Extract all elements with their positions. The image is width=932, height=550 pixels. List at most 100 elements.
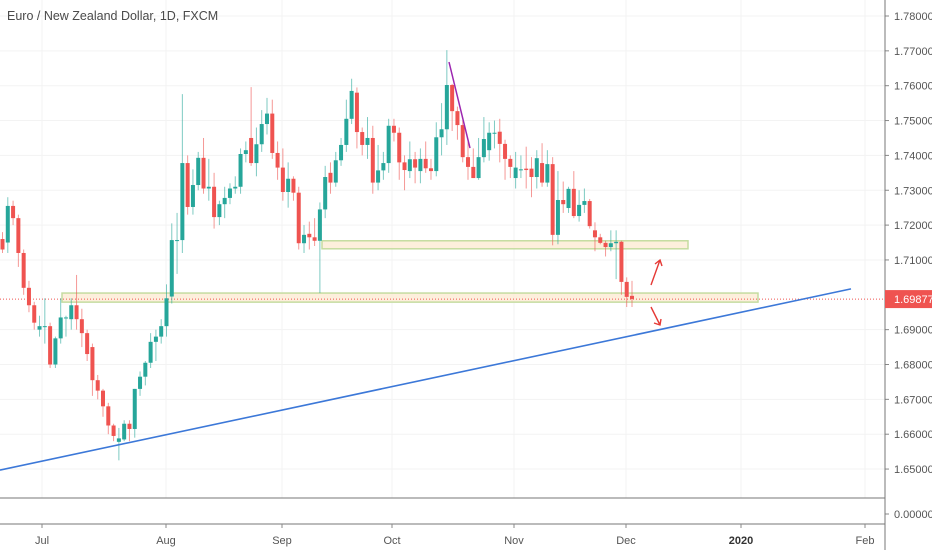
candle-up xyxy=(614,241,619,244)
candle-down xyxy=(11,205,16,219)
candle-down xyxy=(280,167,285,192)
candle-down xyxy=(26,287,31,306)
candle-down xyxy=(571,188,576,217)
resistance-zone xyxy=(321,240,689,250)
candle-down xyxy=(85,333,90,355)
candle-down xyxy=(630,295,634,299)
candle-up xyxy=(53,338,58,365)
candle-down xyxy=(471,166,476,179)
candle-up xyxy=(132,388,137,429)
price-tick-label: 1.73000 xyxy=(894,185,932,197)
candle-up xyxy=(481,139,486,158)
candle-down xyxy=(291,178,296,193)
candle-up xyxy=(555,200,560,235)
time-tick-label: Nov xyxy=(504,535,524,547)
candle-down xyxy=(413,159,418,168)
candle-up xyxy=(582,201,587,205)
candle-down xyxy=(90,347,95,381)
candle-up xyxy=(169,240,174,297)
candle-down xyxy=(587,201,592,227)
candle-up xyxy=(180,163,185,241)
candle-down xyxy=(592,230,597,238)
candle-down xyxy=(524,168,529,171)
candle-up xyxy=(159,326,164,337)
candle-down xyxy=(16,218,21,253)
candle-down xyxy=(354,92,359,133)
candle-up xyxy=(439,129,444,138)
candle-up xyxy=(5,205,10,243)
candle-up xyxy=(444,85,449,130)
candle-up xyxy=(534,158,539,178)
candle-down xyxy=(402,162,407,171)
candle-down xyxy=(296,192,301,244)
time-tick-label: Feb xyxy=(856,535,875,547)
candle-up xyxy=(286,178,291,192)
candle-down xyxy=(455,111,460,126)
candle-down xyxy=(201,157,206,189)
candle-up xyxy=(206,186,211,189)
price-tick-label: 1.65000 xyxy=(894,464,932,476)
candle-down xyxy=(540,163,545,183)
candle-up xyxy=(233,186,238,189)
candle-down xyxy=(270,113,275,153)
candle-down xyxy=(529,168,534,178)
time-tick-label: Aug xyxy=(156,535,176,547)
candle-down xyxy=(48,326,53,365)
candle-up xyxy=(227,188,232,198)
candle-down xyxy=(212,186,217,218)
candle-up xyxy=(175,240,180,242)
candle-down xyxy=(619,241,624,282)
candle-down xyxy=(598,237,603,243)
candle-down xyxy=(624,281,629,297)
candle-down xyxy=(127,423,132,429)
candle-up xyxy=(153,336,158,342)
candle-down xyxy=(497,131,502,144)
candle-down xyxy=(249,137,254,164)
arrow-up-icon xyxy=(650,258,663,286)
candle-down xyxy=(185,163,190,207)
price-tick-label: 1.71000 xyxy=(894,255,932,267)
price-tick-label: 1.74000 xyxy=(894,150,932,162)
candle-up xyxy=(386,125,391,164)
candle-down xyxy=(79,319,84,334)
candle-up xyxy=(407,159,412,172)
candle-down xyxy=(328,172,333,183)
candle-up xyxy=(69,305,74,320)
last-price-badge xyxy=(885,290,932,309)
candle-up xyxy=(254,144,259,164)
time-tick-label: Sep xyxy=(272,535,292,547)
candle-down xyxy=(370,137,375,183)
candle-up xyxy=(434,137,439,172)
candle-up xyxy=(148,341,153,363)
candles xyxy=(0,50,634,461)
sub-pane-tick-label: 0.00000 xyxy=(894,509,932,521)
price-tick-label: 1.78000 xyxy=(894,11,932,23)
candle-up xyxy=(164,298,169,327)
candle-up xyxy=(333,160,338,183)
price-tick-label: 1.66000 xyxy=(894,429,932,441)
chart-title: Euro / New Zealand Dollar, 1D, FXCM xyxy=(7,9,219,23)
candle-down xyxy=(307,233,312,238)
price-tick-label: 1.75000 xyxy=(894,116,932,128)
candle-up xyxy=(344,118,349,145)
candle-up xyxy=(37,326,42,330)
candle-up xyxy=(196,157,201,186)
candle-up xyxy=(566,188,571,209)
candle-down xyxy=(101,390,106,407)
candle-down xyxy=(460,125,465,158)
candle-up xyxy=(376,170,381,183)
candle-down xyxy=(603,242,608,248)
candle-up xyxy=(339,144,344,161)
drawings xyxy=(0,61,852,471)
candle-down xyxy=(312,237,317,241)
candle-up xyxy=(476,157,481,179)
candle-up xyxy=(143,362,148,377)
candle-up xyxy=(323,177,328,210)
candle-down xyxy=(111,425,116,436)
candle-down xyxy=(275,152,280,168)
candle-up xyxy=(63,317,68,319)
time-tick-label: Jul xyxy=(35,535,49,547)
candle-up xyxy=(190,185,195,207)
